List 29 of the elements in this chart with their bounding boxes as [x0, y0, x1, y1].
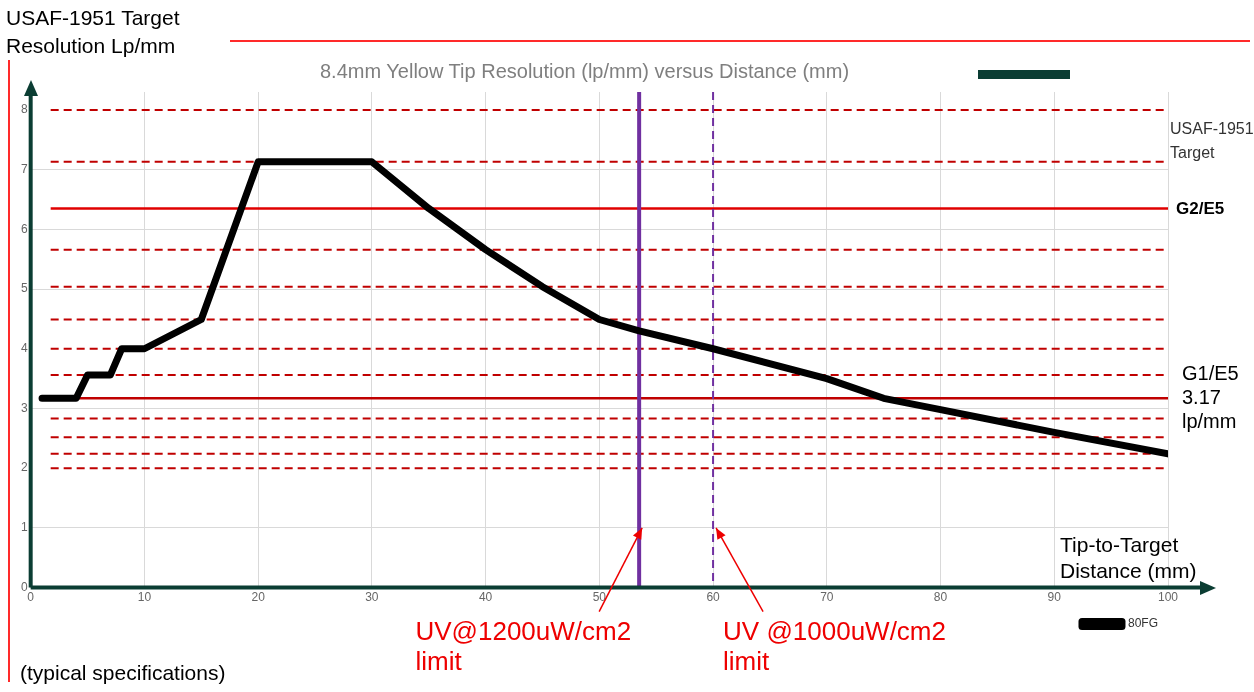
- ref-line-label: G2/E5: [1176, 199, 1225, 219]
- y-tick-label: 4: [20, 341, 28, 356]
- y-tick-label: 8: [20, 102, 28, 117]
- x-tick-label: 90: [1047, 590, 1062, 605]
- x-tick-label: 80: [933, 590, 948, 605]
- y-tick-label: 6: [20, 221, 28, 236]
- x-tick-label: 30: [365, 590, 379, 605]
- ref-line-label: UV@1200uW/cm2 limit: [415, 615, 632, 676]
- x-tick-label: 40: [478, 590, 493, 605]
- text: USAF-1951 Target: [1170, 119, 1254, 161]
- ref-line-label: UV @1000uW/cm2 limit: [723, 615, 946, 676]
- y-tick-label: 0: [20, 579, 28, 594]
- x-tick-label: 10: [137, 590, 152, 605]
- x-tick-label: 100: [1157, 590, 1179, 605]
- x-axis-title: Tip-to-Target Distance (mm): [1060, 532, 1197, 582]
- x-tick-label: 70: [820, 590, 834, 605]
- y-tick-label: 5: [20, 281, 28, 296]
- x-tick-label: 50: [592, 590, 607, 605]
- y-tick-label: 3: [20, 400, 28, 415]
- y-tick-label: 1: [20, 520, 28, 535]
- y-axis-title: USAF-1951 Target Resolution Lp/mm: [6, 4, 230, 60]
- x-tick-label: 20: [251, 590, 266, 605]
- y-tick-label: 2: [20, 460, 28, 475]
- ref-line-label: G1/E5 3.17 lp/mm: [1182, 362, 1239, 433]
- chart-title: 8.4mm Yellow Tip Resolution (lp/mm) versus Distance (mm): [320, 60, 850, 83]
- x-tick-label: 60: [706, 590, 721, 605]
- legend-label: 80FG: [1127, 616, 1158, 631]
- text: (typical specifications): [20, 661, 226, 684]
- y-tick-label: 7: [20, 161, 28, 176]
